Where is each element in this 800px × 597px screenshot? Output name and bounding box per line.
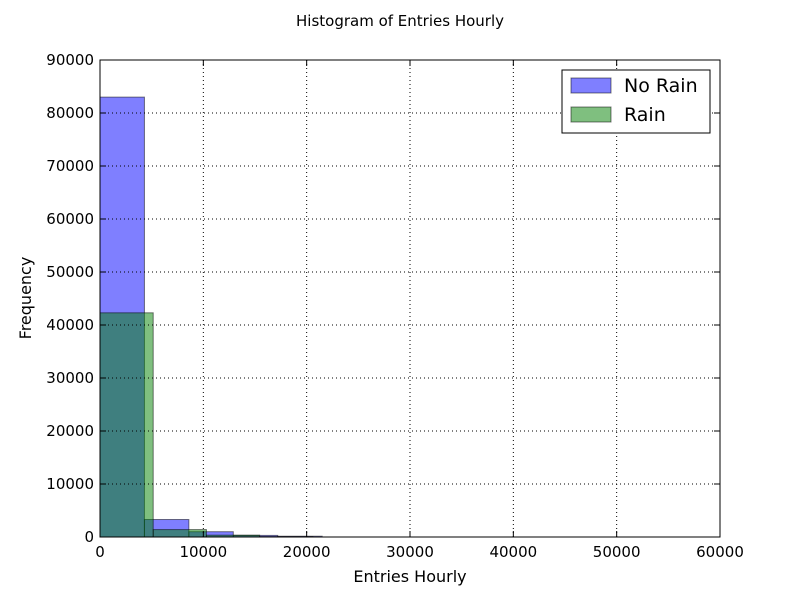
bar-rain-1 bbox=[152, 529, 207, 538]
y-tick-label: 10000 bbox=[46, 475, 94, 493]
x-tick-label: 10000 bbox=[179, 543, 227, 561]
y-tick-label: 60000 bbox=[46, 210, 94, 228]
x-tick-label: 40000 bbox=[489, 543, 537, 561]
legend-label-rain: Rain bbox=[624, 104, 666, 126]
x-tick-label: 60000 bbox=[696, 543, 744, 561]
y-tick-label: 50000 bbox=[46, 263, 94, 281]
y-tick-label: 0 bbox=[84, 528, 94, 546]
x-tick-label: 20000 bbox=[283, 543, 331, 561]
y-tick-label: 70000 bbox=[46, 157, 94, 175]
y-axis-label: Frequency bbox=[16, 257, 35, 340]
x-tick-label: 30000 bbox=[386, 543, 434, 561]
legend-swatch-no-rain bbox=[570, 77, 612, 94]
y-tick-label: 80000 bbox=[46, 104, 94, 122]
bar-rain-0 bbox=[99, 312, 154, 538]
legend: No Rain Rain bbox=[561, 69, 711, 134]
y-tick-label: 30000 bbox=[46, 369, 94, 387]
y-tick-label: 40000 bbox=[46, 316, 94, 334]
chart-title: Histogram of Entries Hourly bbox=[296, 12, 504, 30]
x-tick-label: 50000 bbox=[593, 543, 641, 561]
ticks-layer: 0 10000 20000 30000 40000 50000 60000 0 10000 200… bbox=[46, 51, 744, 561]
y-tick-label: 20000 bbox=[46, 422, 94, 440]
x-tick-label: 0 bbox=[95, 543, 105, 561]
legend-swatch-rain bbox=[570, 106, 612, 123]
bars-layer bbox=[99, 96, 323, 538]
x-axis-label: Entries Hourly bbox=[353, 567, 466, 586]
legend-label-no-rain: No Rain bbox=[624, 75, 698, 97]
y-tick-label: 90000 bbox=[46, 51, 94, 69]
